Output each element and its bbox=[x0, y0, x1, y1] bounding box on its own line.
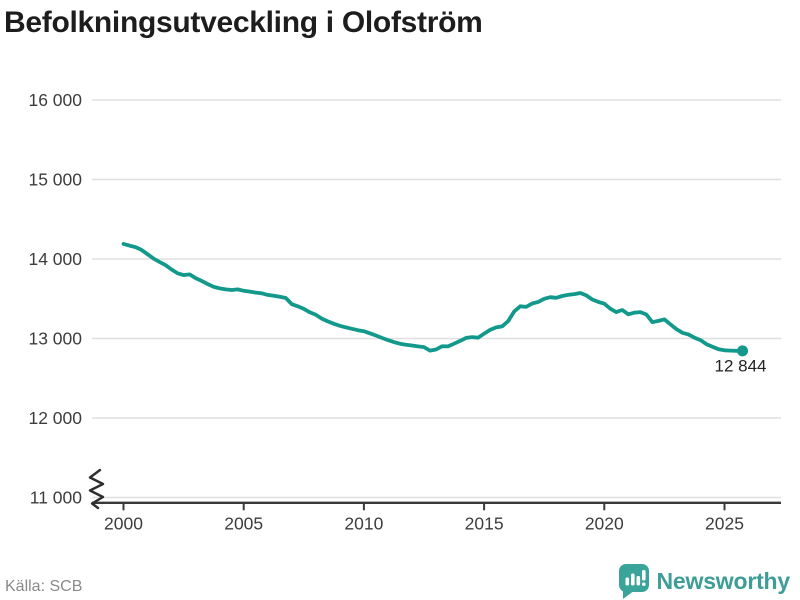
chart-title: Befolkningsutveckling i Olofström bbox=[4, 6, 483, 39]
y-tick-label: 16 000 bbox=[28, 90, 82, 110]
x-tick-label: 2010 bbox=[344, 514, 383, 534]
y-tick-label: 11 000 bbox=[30, 488, 82, 508]
x-tick-label: 2020 bbox=[585, 514, 624, 534]
newsworthy-logo-icon bbox=[618, 564, 649, 599]
x-tick-label: 2005 bbox=[224, 514, 263, 534]
x-tick-label: 2000 bbox=[104, 514, 143, 534]
y-tick-label: 12 000 bbox=[28, 408, 82, 428]
newsworthy-brand: Newsworthy bbox=[618, 563, 790, 600]
y-tick-label: 14 000 bbox=[28, 249, 82, 269]
y-tick-label: 15 000 bbox=[28, 170, 82, 190]
x-tick-label: 2025 bbox=[705, 514, 744, 534]
y-tick-label: 13 000 bbox=[28, 329, 82, 349]
brand-name: Newsworthy bbox=[656, 568, 791, 594]
population-line bbox=[121, 242, 745, 353]
axis-break-icon bbox=[88, 468, 105, 510]
x-tick-label: 2015 bbox=[465, 514, 504, 534]
source-label: Källa: SCB bbox=[5, 578, 83, 595]
latest-point-marker bbox=[737, 345, 749, 357]
latest-value-label: 12 844 bbox=[715, 356, 767, 375]
